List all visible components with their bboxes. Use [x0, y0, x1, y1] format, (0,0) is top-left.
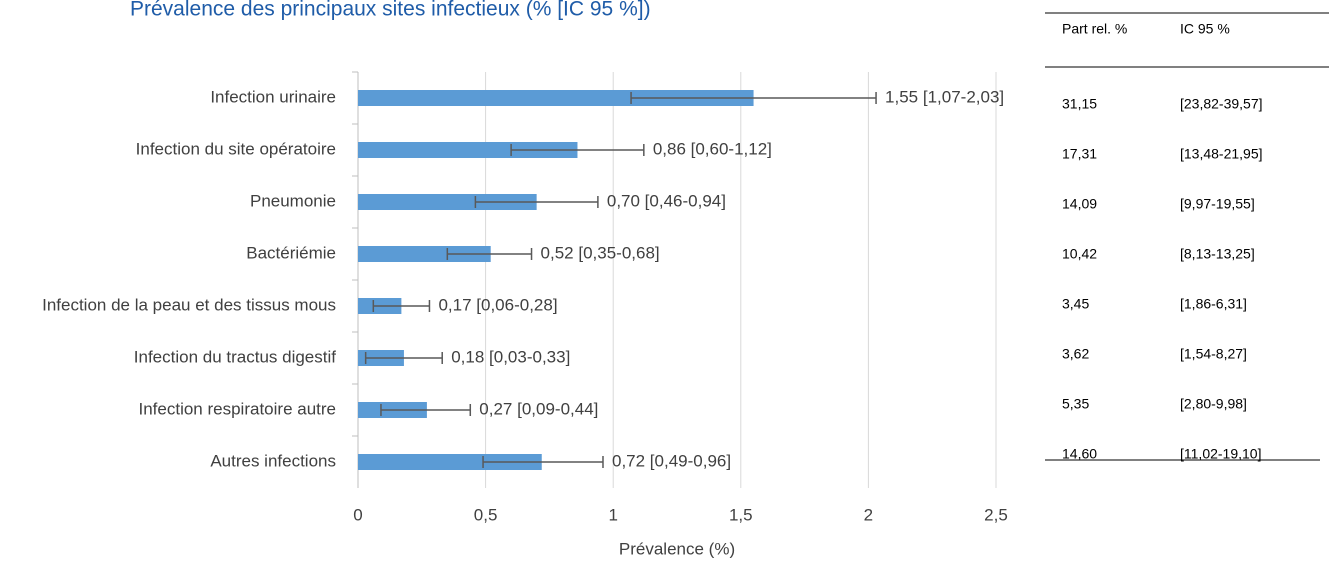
table-cell: 14,09	[1062, 196, 1097, 212]
table-cell: 10,42	[1062, 246, 1097, 262]
table-cell: 5,35	[1062, 396, 1089, 412]
error-bar	[510, 144, 645, 156]
y-tick-label: Infection urinaire	[210, 87, 336, 106]
error-bar	[372, 300, 431, 312]
bar	[358, 194, 537, 210]
table-cell: 3,62	[1062, 346, 1089, 362]
error-bar	[482, 456, 604, 468]
data-label: 0,18 [0,03-0,33]	[451, 347, 570, 366]
table-cell: [8,13-13,25]	[1180, 246, 1255, 262]
x-tick-label: 1	[608, 505, 617, 524]
table-cell: 14,60	[1062, 446, 1097, 462]
table-cell: [2,80-9,98]	[1180, 396, 1247, 412]
table-cell: 3,45	[1062, 296, 1089, 312]
data-label: 0,70 [0,46-0,94]	[607, 191, 726, 210]
x-axis-label: Prévalence (%)	[619, 539, 735, 558]
error-bar	[380, 404, 472, 416]
bar	[358, 454, 542, 470]
table-header: IC 95 %	[1180, 21, 1230, 37]
bar	[358, 90, 754, 106]
table-cell: 31,15	[1062, 96, 1097, 112]
x-tick-label: 0,5	[474, 505, 498, 524]
y-tick-label: Autres infections	[210, 451, 336, 470]
chart-title: Prévalence des principaux sites infectie…	[130, 0, 651, 21]
error-bar	[446, 248, 533, 260]
table-cell: [1,54-8,27]	[1180, 346, 1247, 362]
y-tick-label: Infection de la peau et des tissus mous	[42, 295, 336, 314]
x-tick-label: 0	[353, 505, 362, 524]
data-label: 0,72 [0,49-0,96]	[612, 451, 731, 470]
data-label: 1,55 [1,07-2,03]	[885, 87, 1004, 106]
table-cell: [13,48-21,95]	[1180, 146, 1263, 162]
y-tick-label: Pneumonie	[250, 191, 336, 210]
y-tick-label: Infection respiratoire autre	[139, 399, 337, 418]
data-label: 0,27 [0,09-0,44]	[479, 399, 598, 418]
x-tick-label: 1,5	[729, 505, 753, 524]
error-bar	[630, 92, 877, 104]
y-tick-label: Infection du tractus digestif	[134, 347, 337, 366]
table-header: Part rel. %	[1062, 21, 1127, 37]
bar	[358, 246, 491, 262]
table-cell: [9,97-19,55]	[1180, 196, 1255, 212]
data-label: 0,86 [0,60-1,12]	[653, 139, 772, 158]
x-tick-label: 2	[864, 505, 873, 524]
table-cell: [1,86-6,31]	[1180, 296, 1247, 312]
y-tick-label: Bactériémie	[246, 243, 336, 262]
y-tick-label: Infection du site opératoire	[136, 139, 336, 158]
error-bar	[364, 352, 443, 364]
data-label: 0,17 [0,06-0,28]	[438, 295, 557, 314]
bar	[358, 142, 578, 158]
table-cell: [23,82-39,57]	[1180, 96, 1263, 112]
error-bar	[474, 196, 599, 208]
table-cell: 17,31	[1062, 146, 1097, 162]
data-label: 0,52 [0,35-0,68]	[541, 243, 660, 262]
x-tick-label: 2,5	[984, 505, 1008, 524]
table-cell: [11,02-19,10]	[1180, 446, 1261, 462]
